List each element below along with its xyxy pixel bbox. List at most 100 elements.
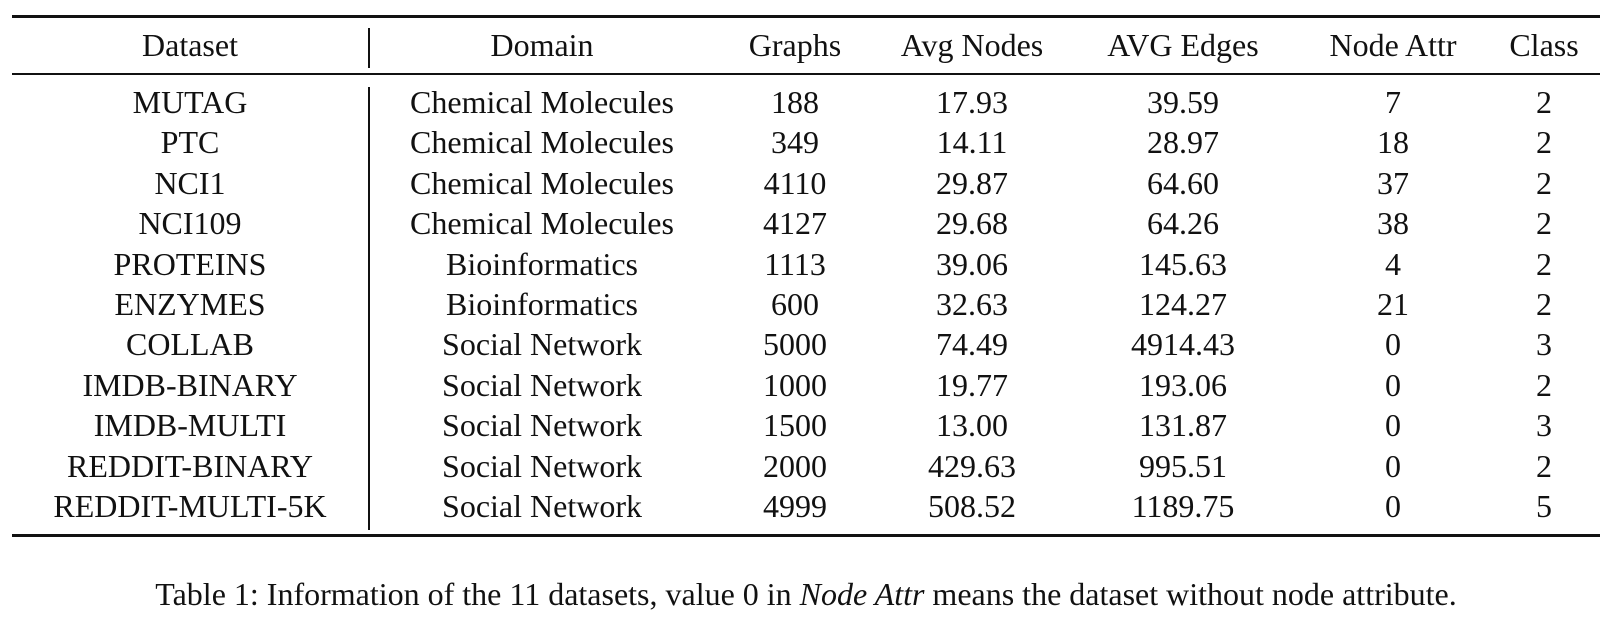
table-header-row: Dataset Domain Graphs Avg Nodes AVG Edge…	[0, 22, 1612, 68]
cell-class: 2	[1536, 164, 1552, 201]
cell-node-attr: 0	[1385, 366, 1401, 403]
header-domain: Domain	[490, 27, 594, 63]
cell-dataset: IMDB-MULTI	[93, 407, 287, 444]
cell-avg-edges: 39.59	[1147, 84, 1219, 120]
cell-dataset: ENZYMES	[114, 285, 266, 322]
cell-avg-edges: 4914.43	[1131, 326, 1235, 363]
table-row: PROTEINS Bioinformatics 1113 39.06 145.6…	[0, 244, 1612, 284]
cell-node-attr: 21	[1377, 285, 1409, 322]
cell-avg-edges: 995.51	[1139, 447, 1227, 484]
cell-domain: Chemical Molecules	[410, 84, 674, 120]
table-row: ENZYMES Bioinformatics 600 32.63 124.27 …	[0, 284, 1612, 324]
cell-domain: Chemical Molecules	[410, 124, 674, 161]
cell-graphs: 1500	[763, 407, 827, 444]
cell-avg-nodes: 429.63	[928, 447, 1016, 484]
table-row: COLLAB Social Network 5000 74.49 4914.43…	[0, 324, 1612, 364]
cell-node-attr: 0	[1385, 447, 1401, 484]
cell-avg-nodes: 14.11	[936, 124, 1008, 161]
column-divider-body	[368, 87, 370, 530]
table-row: NCI109 Chemical Molecules 4127 29.68 64.…	[0, 203, 1612, 243]
caption-prefix: Table 1: Information of the 11 datasets,…	[155, 576, 800, 612]
table-row: IMDB-MULTI Social Network 1500 13.00 131…	[0, 405, 1612, 445]
cell-node-attr: 38	[1377, 205, 1409, 242]
cell-class: 3	[1536, 407, 1552, 444]
cell-class: 3	[1536, 326, 1552, 363]
cell-dataset: COLLAB	[126, 326, 254, 363]
cell-domain: Chemical Molecules	[410, 164, 674, 201]
cell-graphs: 4110	[763, 164, 827, 201]
header-avg-edges: AVG Edges	[1107, 27, 1259, 63]
table-row: REDDIT-BINARY Social Network 2000 429.63…	[0, 446, 1612, 486]
cell-avg-edges: 64.26	[1147, 205, 1219, 242]
cell-dataset: NCI1	[154, 164, 226, 201]
cell-domain: Bioinformatics	[446, 245, 638, 282]
table-row: REDDIT-MULTI-5K Social Network 4999 508.…	[0, 486, 1612, 526]
cell-class: 2	[1536, 366, 1552, 403]
cell-dataset: REDDIT-MULTI-5K	[53, 487, 327, 524]
cell-graphs: 1000	[763, 366, 827, 403]
cell-avg-edges: 1189.75	[1131, 487, 1235, 524]
cell-class: 2	[1536, 447, 1552, 484]
cell-avg-nodes: 32.63	[936, 285, 1008, 322]
cell-node-attr: 0	[1385, 407, 1401, 444]
cell-node-attr: 37	[1377, 164, 1409, 201]
cell-class: 2	[1536, 285, 1552, 322]
caption-emphasis: Node Attr	[799, 576, 925, 612]
cell-domain: Social Network	[442, 487, 642, 524]
cell-domain: Social Network	[442, 407, 642, 444]
cell-dataset: REDDIT-BINARY	[67, 447, 313, 484]
cell-dataset: PTC	[160, 124, 220, 161]
table-row: MUTAG Chemical Molecules 188 17.93 39.59…	[0, 82, 1612, 122]
cell-graphs: 600	[771, 285, 819, 322]
header-avg-nodes: Avg Nodes	[900, 27, 1044, 63]
caption-suffix: means the dataset without node attribute…	[924, 576, 1457, 612]
table-caption: Table 1: Information of the 11 datasets,…	[0, 572, 1612, 616]
cell-class: 2	[1536, 84, 1552, 120]
cell-dataset: PROTEINS	[113, 245, 267, 282]
cell-avg-nodes: 74.49	[936, 326, 1008, 363]
table-body: MUTAG Chemical Molecules 188 17.93 39.59…	[0, 82, 1612, 526]
cell-avg-edges: 28.97	[1147, 124, 1219, 161]
cell-graphs: 1113	[764, 245, 826, 282]
cell-node-attr: 7	[1385, 84, 1401, 120]
header-dataset: Dataset	[142, 27, 238, 63]
cell-graphs: 2000	[763, 447, 827, 484]
cell-avg-edges: 64.60	[1147, 164, 1219, 201]
cell-avg-edges: 131.87	[1139, 407, 1227, 444]
column-divider-header	[368, 28, 370, 68]
cell-avg-nodes: 29.87	[936, 164, 1008, 201]
cell-domain: Social Network	[442, 326, 642, 363]
table-row: IMDB-BINARY Social Network 1000 19.77 19…	[0, 365, 1612, 405]
cell-graphs: 188	[771, 84, 819, 120]
cell-avg-nodes: 17.93	[936, 84, 1008, 120]
cell-graphs: 349	[771, 124, 819, 161]
header-graphs: Graphs	[748, 27, 842, 63]
cell-avg-nodes: 13.00	[936, 407, 1008, 444]
cell-node-attr: 18	[1377, 124, 1409, 161]
cell-node-attr: 4	[1385, 245, 1401, 282]
cell-graphs: 5000	[763, 326, 827, 363]
cell-graphs: 4999	[763, 487, 827, 524]
cell-domain: Social Network	[442, 447, 642, 484]
cell-class: 2	[1536, 205, 1552, 242]
cell-dataset: IMDB-BINARY	[82, 366, 298, 403]
cell-node-attr: 0	[1385, 326, 1401, 363]
cell-node-attr: 0	[1385, 487, 1401, 524]
cell-avg-nodes: 19.77	[936, 366, 1008, 403]
table-header-rule	[12, 73, 1600, 75]
cell-class: 2	[1536, 124, 1552, 161]
cell-avg-edges: 124.27	[1139, 285, 1227, 322]
table-bottom-rule	[12, 534, 1600, 537]
cell-domain: Bioinformatics	[446, 285, 638, 322]
cell-dataset: NCI109	[138, 205, 242, 242]
cell-dataset: MUTAG	[132, 84, 248, 120]
table-top-rule	[12, 15, 1600, 18]
cell-avg-nodes: 508.52	[928, 487, 1016, 524]
cell-class: 2	[1536, 245, 1552, 282]
cell-class: 5	[1536, 487, 1552, 524]
cell-avg-edges: 193.06	[1139, 366, 1227, 403]
cell-avg-edges: 145.63	[1139, 245, 1227, 282]
table-row: NCI1 Chemical Molecules 4110 29.87 64.60…	[0, 163, 1612, 203]
cell-graphs: 4127	[763, 205, 827, 242]
table-row: PTC Chemical Molecules 349 14.11 28.97 1…	[0, 122, 1612, 162]
